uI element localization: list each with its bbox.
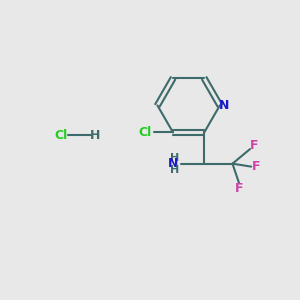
Text: H: H [169,153,179,163]
Text: Cl: Cl [138,126,152,139]
Text: H: H [90,129,100,142]
Text: N: N [168,157,178,170]
Text: F: F [252,160,260,173]
Text: H: H [169,165,179,175]
Text: N: N [218,99,229,112]
Text: F: F [235,182,243,195]
Text: F: F [250,139,258,152]
Text: Cl: Cl [54,129,68,142]
